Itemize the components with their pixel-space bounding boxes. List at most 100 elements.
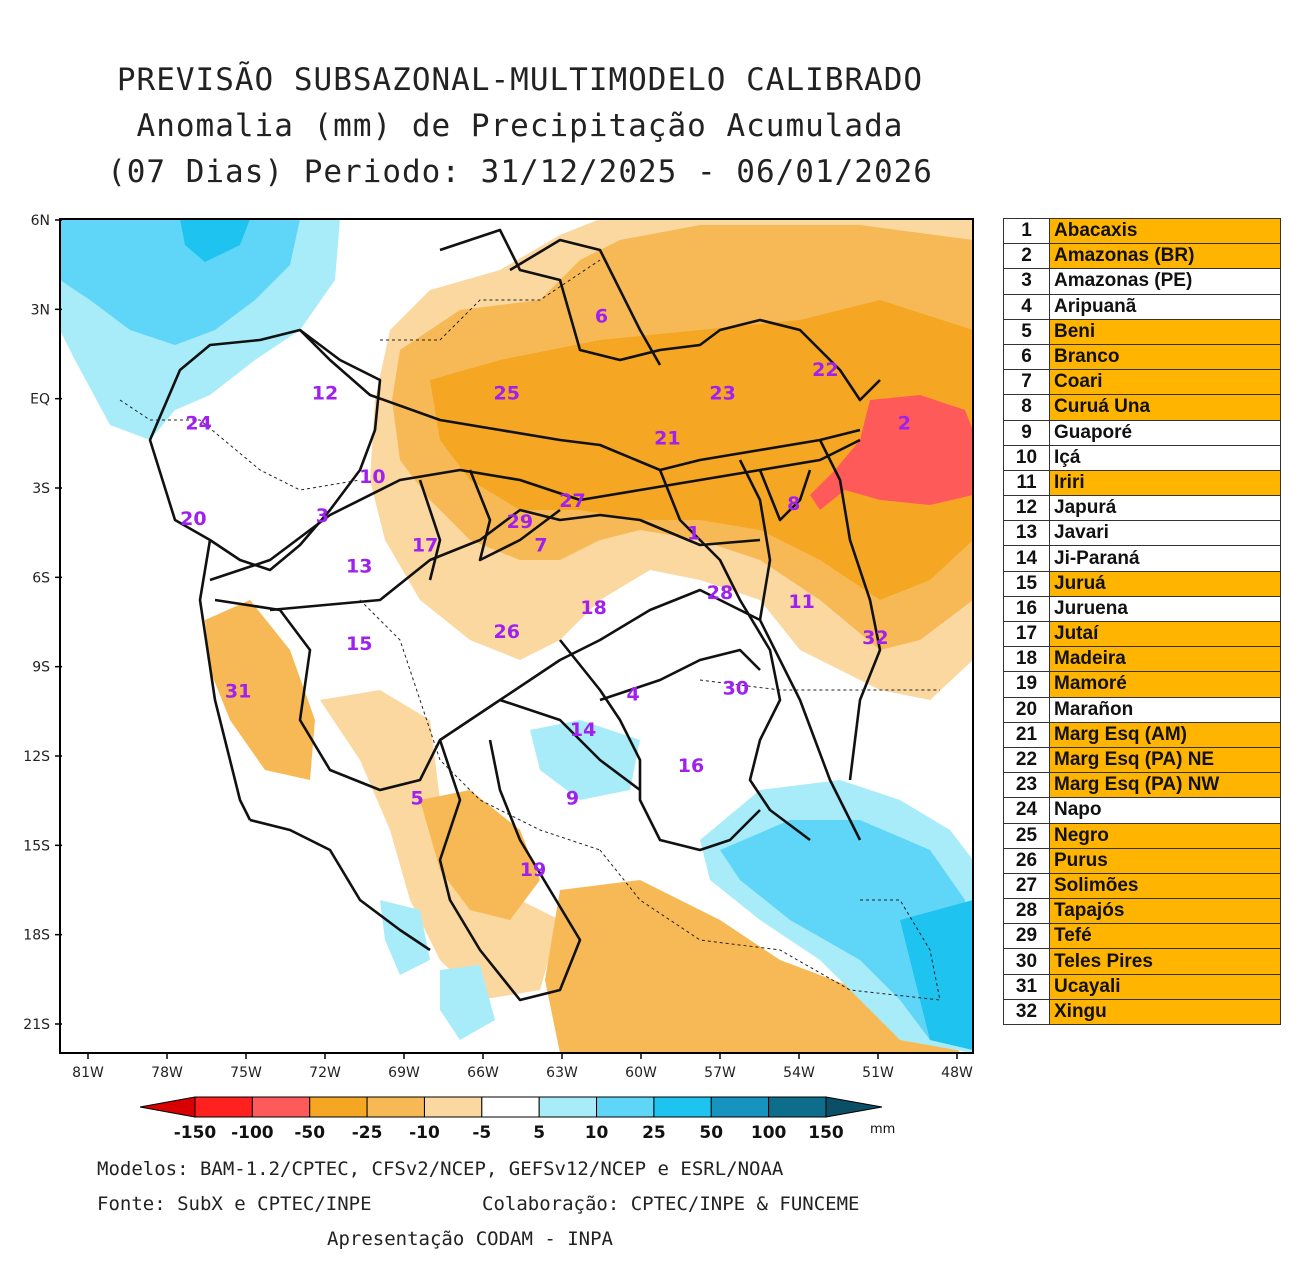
footer-models: Modelos: BAM-1.2/CPTEC, CFSv2/NCEP, GEFS… <box>97 1158 784 1180</box>
lat-tick-label: 21S <box>23 1017 50 1033</box>
legend-number: 29 <box>1003 923 1050 950</box>
title-line-3: (07 Dias) Periodo: 31/12/2025 - 06/01/20… <box>107 154 933 190</box>
lon-tick-label: 60W <box>625 1065 657 1081</box>
legend-number: 11 <box>1003 469 1050 497</box>
lon-tick-label: 51W <box>862 1065 894 1081</box>
colorbar-label: -150 <box>174 1123 217 1143</box>
basin-label-2: 2 <box>898 412 911 434</box>
legend-row: 32 Xingu <box>1003 998 1281 1026</box>
basin-label-12: 12 <box>312 383 338 405</box>
lat-tick-label: 3N <box>31 302 50 318</box>
colorbar-segment <box>366 1096 425 1118</box>
legend-number: 1 <box>1003 217 1050 245</box>
legend-basin-name: Purus <box>1049 847 1281 874</box>
legend-row: 15 Juruá <box>1003 570 1281 597</box>
legend-row: 6 Branco <box>1003 343 1281 371</box>
colorbar-label: -100 <box>231 1123 274 1143</box>
colorbar-label: -5 <box>472 1123 491 1143</box>
basin-label-27: 27 <box>559 490 585 512</box>
legend-basin-name: Javari <box>1049 520 1281 547</box>
legend-number: 9 <box>1003 419 1050 446</box>
legend-row: 17 Jutaí <box>1003 620 1281 648</box>
legend-row: 29 Tefé <box>1003 923 1281 950</box>
footer-presentation: Apresentação CODAM - INPA <box>327 1228 613 1250</box>
lat-tick-label: 9S <box>32 660 50 676</box>
colorbar-low-arrow <box>139 1096 196 1118</box>
basin-label-16: 16 <box>678 755 704 777</box>
basin-label-20: 20 <box>180 508 206 530</box>
legend-row: 4 Aripuanã <box>1003 293 1281 320</box>
legend-row: 7 Coari <box>1003 369 1281 396</box>
legend-number: 12 <box>1003 495 1050 522</box>
basin-label-11: 11 <box>788 591 814 613</box>
legend-number: 25 <box>1003 822 1050 849</box>
longitude-axis: 81W 78W 75W 72W 69W 66W 63W 60W 57W 54W 51W 48W <box>72 1052 973 1081</box>
colorbar-label: -25 <box>352 1123 383 1143</box>
colorbar-segment <box>194 1096 253 1118</box>
legend-row: 1 Abacaxis <box>1003 217 1281 245</box>
legend-basin-name: Iriri <box>1049 469 1281 497</box>
colorbar-segment <box>538 1096 598 1118</box>
basin-label-19: 19 <box>520 859 546 881</box>
legend-basin-name: Xingu <box>1049 998 1281 1026</box>
legend-basin-name: Beni <box>1049 318 1281 345</box>
colorbar-segment <box>710 1096 770 1118</box>
legend-row: 16 Juruena <box>1003 595 1281 623</box>
legend-number: 32 <box>1003 998 1050 1026</box>
lon-tick-label: 69W <box>388 1065 420 1081</box>
legend-number: 3 <box>1003 268 1050 295</box>
title-line-2: Anomalia (mm) de Precipitação Acumulada <box>136 108 904 144</box>
colorbar-label: -50 <box>294 1123 325 1143</box>
legend-number: 21 <box>1003 721 1050 748</box>
legend-row: 27 Solimões <box>1003 872 1281 900</box>
basin-label-17: 17 <box>412 535 438 557</box>
colorbar-label: 50 <box>699 1123 723 1143</box>
colorbar-label: -10 <box>409 1123 440 1143</box>
legend-number: 8 <box>1003 394 1050 421</box>
footer-source: Fonte: SubX e CPTEC/INPE <box>97 1193 372 1215</box>
legend-number: 20 <box>1003 696 1050 723</box>
lon-tick-label: 48W <box>941 1065 973 1081</box>
footer-collaboration: Colaboração: CPTEC/INPE & FUNCEME <box>482 1193 860 1215</box>
basin-label-10: 10 <box>359 466 385 488</box>
legend-number: 2 <box>1003 243 1050 270</box>
basin-label-3: 3 <box>316 505 329 527</box>
colorbar-label: 5 <box>533 1123 545 1143</box>
colorbar-label: 150 <box>808 1123 844 1143</box>
legend-row: 3 Amazonas (PE) <box>1003 268 1281 295</box>
lat-tick-label: 6S <box>32 570 50 586</box>
legend-number: 6 <box>1003 343 1050 371</box>
legend-basin-name: Mamoré <box>1049 671 1281 698</box>
basin-label-21: 21 <box>654 427 680 449</box>
basin-label-7: 7 <box>534 535 547 557</box>
legend-number: 17 <box>1003 620 1050 648</box>
legend-row: 19 Mamoré <box>1003 671 1281 698</box>
legend-number: 19 <box>1003 671 1050 698</box>
basin-label-15: 15 <box>346 633 372 655</box>
legend-basin-name: Tefé <box>1049 923 1281 950</box>
lon-tick-label: 54W <box>783 1065 815 1081</box>
colorbar: -150 -100 -50 -25 -10 -5 5 10 25 50 100 150 <box>139 1096 883 1143</box>
precipitation-anomaly-map: 6N 3N EQ 3S 6S 9S 12S 15S 18S 21S 81W 78W 75W 72W 69W… <box>23 213 974 1143</box>
legend-basin-name: Amazonas (BR) <box>1049 243 1281 270</box>
colorbar-label: 25 <box>642 1123 666 1143</box>
colorbar-segment <box>768 1096 827 1118</box>
legend-number: 27 <box>1003 872 1050 900</box>
lon-tick-label: 75W <box>230 1065 262 1081</box>
legend-number: 14 <box>1003 545 1050 572</box>
legend-basin-name: Jutaí <box>1049 620 1281 648</box>
basin-label-31: 31 <box>225 680 251 702</box>
legend-basin-name: Guaporé <box>1049 419 1281 446</box>
legend-row: 21 Marg Esq (AM) <box>1003 721 1281 748</box>
lon-tick-label: 78W <box>151 1065 183 1081</box>
lat-tick-label: 12S <box>23 749 50 765</box>
lat-tick-label: 15S <box>23 838 50 854</box>
legend-number: 13 <box>1003 520 1050 547</box>
legend-basin-name: Negro <box>1049 822 1281 849</box>
basin-label-9: 9 <box>566 788 579 810</box>
legend-number: 10 <box>1003 444 1050 471</box>
basin-label-25: 25 <box>493 383 519 405</box>
lat-tick-label: EQ <box>30 392 50 408</box>
legend-row: 30 Teles Pires <box>1003 948 1281 975</box>
lon-tick-label: 57W <box>704 1065 736 1081</box>
